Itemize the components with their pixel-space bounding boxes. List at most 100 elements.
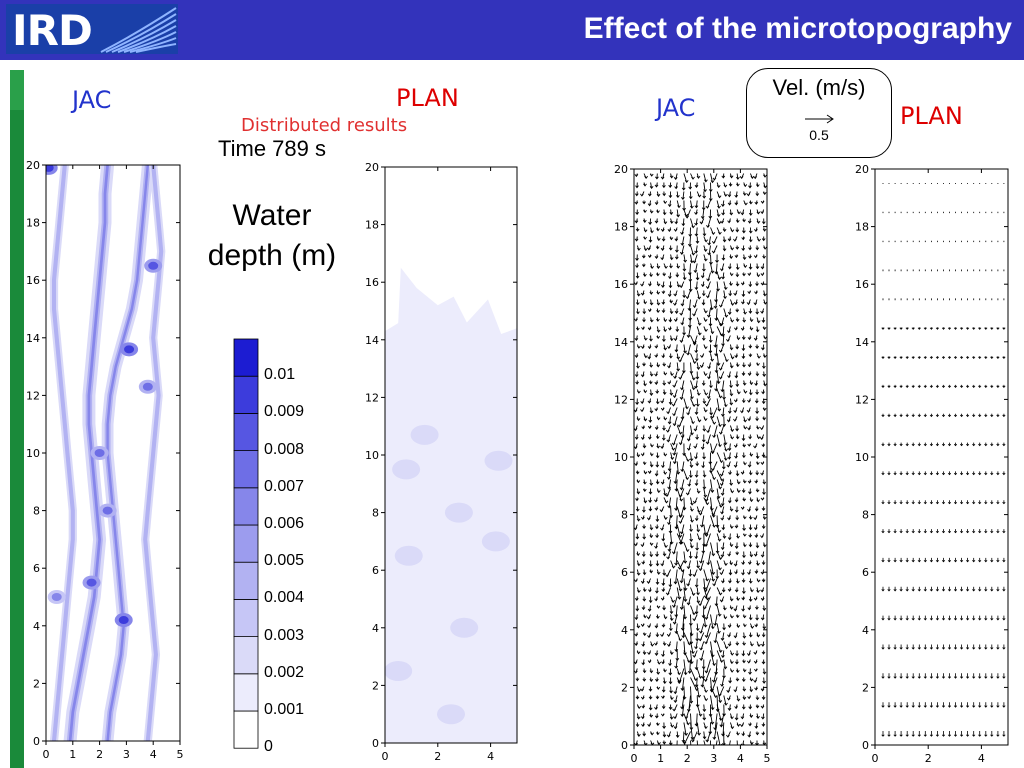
velocity-arrow-head — [748, 580, 753, 584]
y-tick-label: 18 — [26, 217, 40, 230]
velocity-arrow-head — [742, 635, 747, 639]
velocity-arrow-head — [719, 504, 723, 508]
velocity-arrow-head — [742, 444, 747, 448]
velocity-arrow — [710, 713, 713, 725]
velocity-arrow-head — [899, 647, 903, 650]
velocity-arrow-head — [743, 624, 747, 628]
velocity-arrow-head — [719, 572, 724, 576]
velocity-arrow-head — [710, 415, 715, 419]
velocity-arrow-head — [978, 647, 982, 650]
velocity-arrow-head — [674, 631, 679, 635]
y-tick-label: 2 — [33, 677, 40, 690]
velocity-arrow-head — [972, 327, 976, 330]
velocity-arrow-head — [686, 566, 691, 570]
velocity-arrow-head — [703, 258, 708, 262]
velocity-arrow-head — [741, 733, 746, 737]
velocity-arrow-head — [688, 196, 693, 200]
y-tick-label: 4 — [621, 624, 628, 637]
velocity-arrow-head — [694, 556, 699, 560]
velocity-arrow-head — [634, 428, 638, 432]
velocity-arrow-head — [953, 530, 958, 534]
velocity-arrow-head — [696, 565, 701, 569]
jac-left-label: JAC — [72, 86, 112, 114]
velocity-arrow-head — [734, 717, 739, 721]
velocity-arrow-head — [735, 436, 740, 440]
velocity-arrow-head — [978, 472, 982, 476]
velocity-arrow-head — [669, 392, 674, 396]
velocity-arrow-head — [655, 176, 659, 180]
velocity-arrow-head — [662, 185, 666, 189]
velocity-arrow — [703, 479, 705, 489]
velocity-arrow-head — [717, 613, 722, 617]
velocity-arrow-head — [899, 472, 903, 476]
velocity-arrow-head — [704, 239, 708, 243]
velocity-arrow-head — [660, 400, 664, 404]
velocity-arrow — [695, 245, 698, 253]
velocity-arrow-head — [705, 578, 710, 582]
velocity-arrow-head — [649, 186, 654, 190]
velocity-arrow-head — [753, 176, 758, 180]
velocity-arrow-head — [654, 598, 658, 602]
velocity-arrow-head — [724, 646, 729, 650]
velocity-arrow-head — [697, 194, 702, 198]
velocity-arrow-head — [654, 473, 659, 477]
velocity-arrow-head — [717, 530, 722, 534]
velocity-arrow-head — [978, 530, 982, 534]
velocity-arrow-head — [733, 635, 738, 639]
velocity-arrow — [710, 569, 714, 582]
velocity-arrow-head — [694, 611, 699, 615]
velocity-arrow-head — [911, 560, 915, 563]
velocity-arrow-head — [649, 210, 654, 214]
velocity-arrow-head — [733, 444, 738, 448]
velocity-arrow-head — [666, 556, 670, 560]
velocity-arrow-head — [757, 355, 761, 359]
velocity-arrow-head — [935, 647, 940, 650]
subtitle: Distributed results — [241, 115, 408, 136]
velocity-arrow-head — [634, 633, 639, 637]
velocity-arrow-head — [669, 300, 674, 304]
velocity-arrow-head — [1002, 530, 1006, 534]
velocity-arrow-head — [634, 238, 639, 242]
velocity-arrow — [663, 488, 666, 496]
velocity-arrow-head — [761, 723, 766, 727]
velocity-arrow-head — [1009, 735, 1012, 737]
velocity-arrow-head — [643, 615, 647, 619]
velocity-arrow-head — [668, 184, 673, 188]
velocity-arrow-head — [678, 588, 683, 592]
velocity-arrow — [690, 668, 697, 681]
colorbar-level-label: 0.002 — [264, 663, 305, 681]
y-tick-label: 10 — [614, 451, 628, 464]
velocity-arrow — [674, 470, 678, 484]
velocity-arrow — [710, 479, 713, 493]
velocity-arrow-head — [923, 589, 927, 592]
velocity-arrow-head — [734, 589, 739, 593]
velocity-arrow-head — [643, 390, 648, 394]
velocity-arrow-head — [640, 716, 645, 720]
velocity-arrow-head — [899, 501, 903, 505]
velocity-arrow-head — [656, 318, 660, 322]
velocity-arrow-head — [637, 733, 641, 737]
velocity-arrow-head — [642, 462, 647, 466]
velocity-arrow — [710, 263, 713, 273]
velocity-arrow-head — [747, 372, 752, 376]
velocity-arrow-head — [656, 291, 661, 295]
velocity-arrow-head — [680, 713, 685, 717]
velocity-arrow-head — [706, 562, 711, 566]
velocity-arrow-head — [755, 311, 760, 315]
velocity-arrow-head — [709, 307, 714, 311]
velocity-arrow-head — [996, 734, 1000, 737]
y-tick-label: 16 — [855, 278, 869, 291]
velocity-arrow-head — [726, 697, 731, 701]
velocity-arrow-head — [655, 696, 660, 700]
velocity-arrow-head — [649, 364, 654, 368]
velocity-arrow-head — [734, 202, 739, 206]
velocity-arrow-head — [682, 277, 687, 281]
velocity-arrow-head — [929, 443, 934, 447]
velocity-arrow-head — [691, 387, 696, 391]
velocity-arrow-head — [729, 393, 734, 397]
velocity-arrow-head — [748, 598, 753, 602]
velocity-arrow-head — [720, 511, 724, 515]
velocity-arrow-head — [686, 352, 690, 356]
velocity-arrow-head — [984, 734, 988, 737]
velocity-arrow-head — [893, 530, 897, 534]
